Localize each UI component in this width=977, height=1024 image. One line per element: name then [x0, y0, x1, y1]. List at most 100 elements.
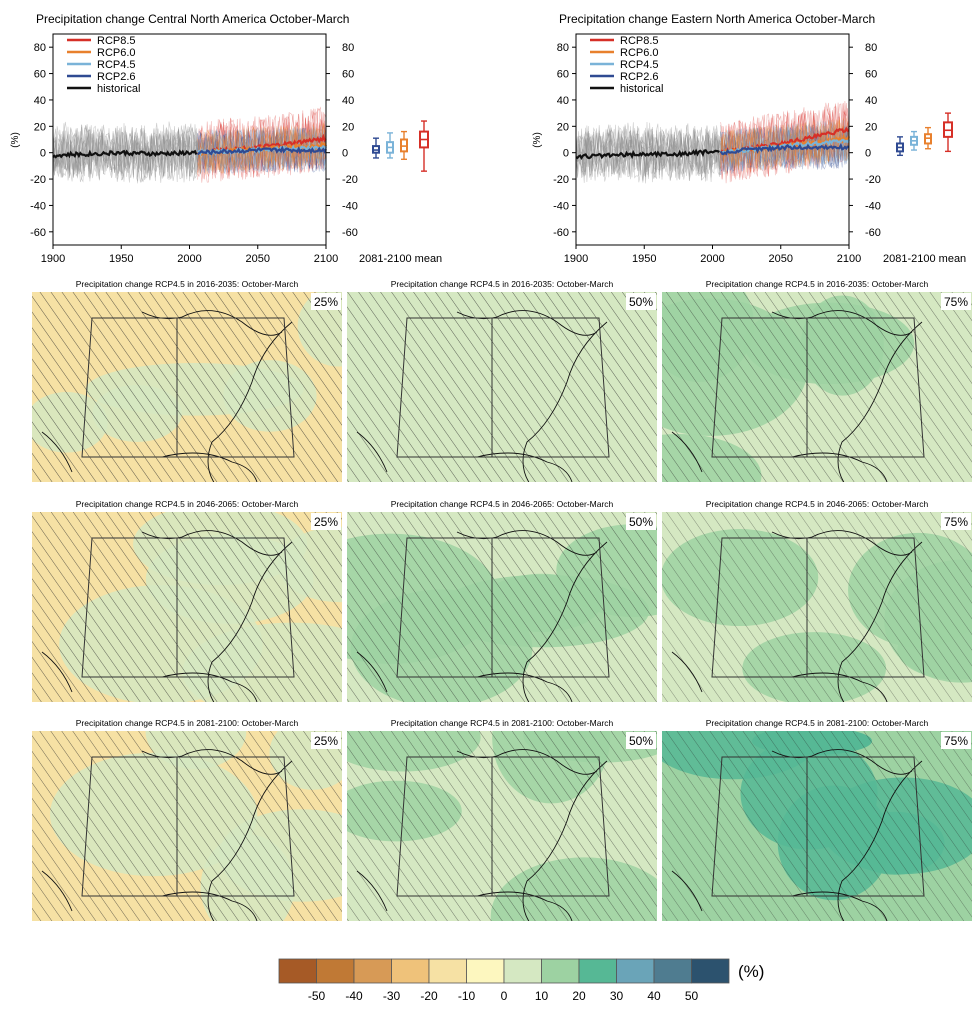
percentile-label: 25% [314, 515, 338, 529]
historical-member-line [576, 122, 721, 183]
timeseries-title: Precipitation change Eastern North Ameri… [559, 12, 875, 26]
y-tick-label: 40 [557, 95, 569, 107]
map-body [662, 292, 972, 482]
colorbar-cell [466, 958, 505, 984]
map-body [347, 731, 657, 921]
scenario-member-line [197, 127, 326, 174]
map-title: Precipitation change RCP4.5 in 2016-2035… [706, 279, 929, 289]
y-tick-label: 80 [34, 42, 46, 54]
percentile-label: 75% [944, 295, 968, 309]
map-panel: Precipitation change RCP4.5 in 2046-2065… [662, 499, 972, 702]
y-tick-label-right: 40 [342, 95, 354, 107]
colorbar-cell [428, 958, 467, 984]
historical-member-line [576, 123, 721, 181]
percentile-label: 75% [944, 734, 968, 748]
scenario-member-line [197, 108, 326, 179]
percentile-label: 25% [314, 734, 338, 748]
map-coastline [671, 530, 923, 702]
series-line-rcp26 [719, 142, 850, 156]
map-coastline [41, 310, 293, 482]
scenario-member-line [197, 112, 326, 179]
scenario-member-line [197, 108, 326, 179]
scenario-member-line [720, 106, 849, 180]
historical-member-line [53, 127, 198, 183]
map-title: Precipitation change RCP4.5 in 2046-2065… [706, 499, 929, 509]
percentile-label-bg [311, 513, 341, 530]
scenario-member-line [197, 127, 326, 173]
map-coastline [41, 749, 293, 921]
y-tick-label: -60 [553, 227, 569, 239]
region-box-eastern [806, 537, 925, 678]
scenario-member-line [197, 125, 326, 174]
percentile-label-bg [941, 732, 971, 749]
colorbar-cell [653, 958, 692, 984]
colorbar-tick-label: -20 [420, 989, 438, 1003]
percentile-label-bg [941, 293, 971, 310]
scenario-member-line [720, 102, 849, 179]
y-tick-label: -20 [553, 174, 569, 186]
mean-label: 2081-2100 mean [883, 253, 966, 265]
colorbar-tick-label: -40 [345, 989, 363, 1003]
map-title: Precipitation change RCP4.5 in 2081-2100… [391, 718, 614, 728]
mean-label: 2081-2100 mean [359, 253, 442, 265]
legend-label: RCP8.5 [620, 35, 659, 47]
y-tick-label-right: 60 [865, 69, 877, 81]
map-coastline [356, 530, 608, 702]
map-body [662, 512, 972, 702]
y-axis-label: (%) [10, 132, 21, 148]
percentile-label: 25% [314, 295, 338, 309]
percentile-label: 75% [944, 515, 968, 529]
y-tick-label-right: 40 [865, 95, 877, 107]
historical-member-line [53, 126, 198, 183]
scenario-member-line [720, 117, 849, 173]
map-title: Precipitation change RCP4.5 in 2016-2035… [76, 279, 299, 289]
scenario-member-line [720, 124, 849, 172]
y-tick-label: 60 [557, 69, 569, 81]
map-panel: Precipitation change RCP4.5 in 2081-2100… [347, 718, 657, 921]
series-line-rcp26 [196, 145, 327, 156]
percentile-label: 50% [629, 295, 653, 309]
colorbar-tick-label: 20 [572, 989, 586, 1003]
x-tick-label: 1900 [41, 253, 65, 265]
scenario-member-line [720, 120, 849, 173]
timeseries-eastern-north-america: Precipitation change Eastern North Ameri… [532, 12, 966, 265]
y-tick-label-right: 0 [865, 148, 871, 160]
map-body [32, 512, 342, 702]
y-tick-label-right: -60 [342, 227, 358, 239]
scenario-member-line [197, 122, 326, 175]
region-box-eastern [491, 317, 610, 458]
map-body [32, 731, 342, 921]
y-tick-label-right: -40 [865, 200, 881, 212]
scenario-member-line [720, 119, 849, 170]
scenario-member-line [720, 102, 849, 184]
colorbar-tick-label: 40 [647, 989, 661, 1003]
map-panel: Precipitation change RCP4.5 in 2016-2035… [32, 279, 342, 482]
y-tick-label-right: -40 [342, 200, 358, 212]
scenario-member-line [197, 106, 326, 183]
map-body [347, 292, 657, 482]
scenario-member-line [720, 122, 849, 172]
historical-member-line [576, 122, 721, 180]
colorbar-tick-label: 30 [610, 989, 624, 1003]
y-tick-label: -40 [553, 200, 569, 212]
scenario-member-line [720, 122, 849, 175]
percentile-label-bg [626, 732, 656, 749]
map-body [32, 292, 342, 482]
y-tick-label-right: -20 [865, 174, 881, 186]
region-box-eastern [176, 756, 295, 897]
region-box-eastern [176, 317, 295, 458]
colorbar-tick-label: -30 [383, 989, 401, 1003]
scenario-member-line [197, 127, 326, 174]
series-line-historical [575, 148, 720, 161]
y-tick-label-right: 80 [865, 42, 877, 54]
scenario-member-line [720, 118, 849, 175]
map-title: Precipitation change RCP4.5 in 2016-2035… [391, 279, 614, 289]
series-line-historical [52, 149, 198, 159]
colorbar-cell [316, 958, 355, 984]
colorbar-cell [578, 958, 617, 984]
map-coastline [671, 310, 923, 482]
percentile-label-bg [626, 513, 656, 530]
x-tick-label: 2000 [177, 253, 201, 265]
map-coastline [671, 749, 923, 921]
scenario-member-line [197, 123, 326, 175]
